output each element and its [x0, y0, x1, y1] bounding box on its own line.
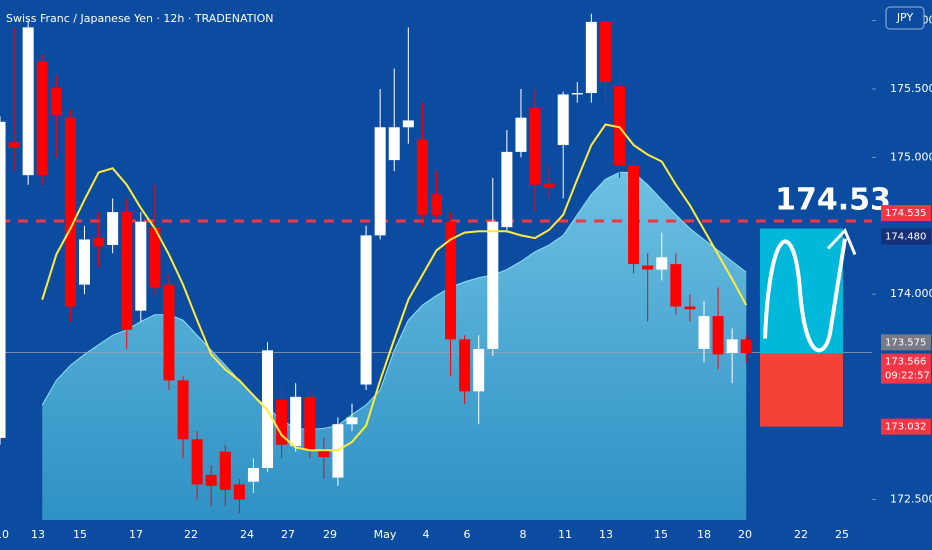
candle-body: [670, 264, 682, 307]
price-label: 173.566: [885, 357, 926, 368]
price-label-box: [881, 228, 931, 245]
candle-body: [191, 439, 203, 485]
x-tick-label: 17: [129, 528, 143, 541]
candle-body: [585, 21, 597, 94]
candle-body: [360, 235, 372, 385]
candle-body: [247, 468, 259, 482]
x-tick-label: 8: [520, 528, 527, 541]
candle-body: [0, 121, 6, 438]
x-tick-label: 22: [184, 528, 198, 541]
candle-body: [459, 339, 471, 392]
x-tick-label: 13: [31, 528, 45, 541]
x-tick-label: 11: [558, 528, 572, 541]
y-tick-label: 172.500: [890, 492, 932, 505]
x-tick-label: 6: [464, 528, 471, 541]
price-label-box: [881, 334, 931, 351]
candle-body: [163, 284, 175, 381]
candle-body: [149, 227, 161, 288]
candle-body: [177, 380, 189, 440]
candle-body: [628, 165, 640, 265]
candle-body: [107, 212, 119, 245]
candle-body: [121, 212, 133, 330]
candle-body: [642, 265, 654, 270]
candle-body: [529, 108, 541, 185]
y-tick-label: 175.000: [890, 150, 932, 163]
price-label: 174.480: [885, 232, 926, 243]
price-label-box: [881, 205, 931, 221]
candle-body: [276, 399, 288, 445]
annotation: 174.53: [775, 183, 891, 218]
price-label: 174.535: [885, 208, 926, 219]
x-tick-label: 20: [738, 528, 752, 541]
currency-button[interactable]: [885, 6, 925, 30]
candle-body: [219, 451, 231, 490]
candle-body: [78, 239, 90, 285]
x-tick-label: 18: [697, 528, 711, 541]
candle-body: [726, 339, 738, 354]
candle-body: [233, 484, 245, 500]
price-label: 173.032: [885, 422, 926, 433]
price-label: 173.575: [885, 337, 926, 348]
x-tick-label: 22: [794, 528, 808, 541]
ma-line: [41, 123, 748, 452]
x-tick-label: 15: [73, 528, 87, 541]
candle-body: [473, 348, 485, 392]
candle-body: [374, 127, 386, 236]
x-tick-label: 29: [323, 528, 337, 541]
candle-body: [304, 396, 316, 451]
candle-body: [698, 316, 710, 349]
currency-label[interactable]: JPY: [896, 11, 914, 24]
candle-body: [543, 183, 555, 188]
y-tick-label: 174.000: [890, 287, 932, 300]
candle-body: [8, 142, 20, 148]
stop-zone: [760, 353, 843, 427]
x-tick-label: 15: [654, 528, 668, 541]
candle-body: [740, 339, 752, 354]
candle-body: [515, 117, 527, 152]
price-label-box: [881, 418, 931, 435]
candle-body: [64, 117, 76, 307]
x-tick-label: 13: [599, 528, 613, 541]
area-fill: [42, 172, 747, 520]
candle-body: [135, 221, 147, 311]
candle-body: [416, 139, 428, 215]
candle-body: [50, 87, 62, 115]
candle-body: [445, 221, 457, 340]
candle-body: [402, 120, 414, 128]
candle-body: [614, 86, 626, 166]
candle-body: [599, 21, 611, 83]
x-tick-label: 24: [240, 528, 254, 541]
candle-body: [290, 396, 302, 447]
candle-body: [388, 127, 400, 161]
main-layer: 176.000175.500175.000174.000172.50010131…: [0, 14, 932, 541]
x-tick-label: 27: [281, 528, 295, 541]
price-label-box: [881, 353, 931, 384]
candle-body: [36, 61, 48, 176]
x-tick-label: 4: [423, 528, 430, 541]
candle-body: [205, 474, 217, 486]
y-tick-label: 175.500: [890, 82, 932, 95]
area-layer: [41, 171, 747, 520]
candle-body: [571, 93, 583, 95]
candle-body: [22, 27, 34, 176]
x-tick-label: May: [374, 528, 397, 541]
candle-body: [684, 306, 696, 310]
chart-title: Swiss Franc / Japanese Yen · 12h · TRADE…: [6, 12, 274, 25]
candle-body: [712, 316, 724, 355]
x-tick-label: 10: [0, 528, 9, 541]
candle-body: [487, 221, 499, 349]
candle-body: [318, 450, 330, 458]
candle-body: [93, 238, 105, 247]
countdown: 09:22:57: [885, 371, 930, 382]
arrow-head: [826, 227, 857, 256]
candle-body: [501, 151, 513, 228]
wave-arrow: [763, 238, 847, 353]
candle-body: [557, 94, 569, 146]
candle-body: [656, 257, 668, 270]
candle-body: [346, 417, 358, 425]
candle-body: [430, 194, 442, 215]
x-tick-label: 25: [835, 528, 849, 541]
